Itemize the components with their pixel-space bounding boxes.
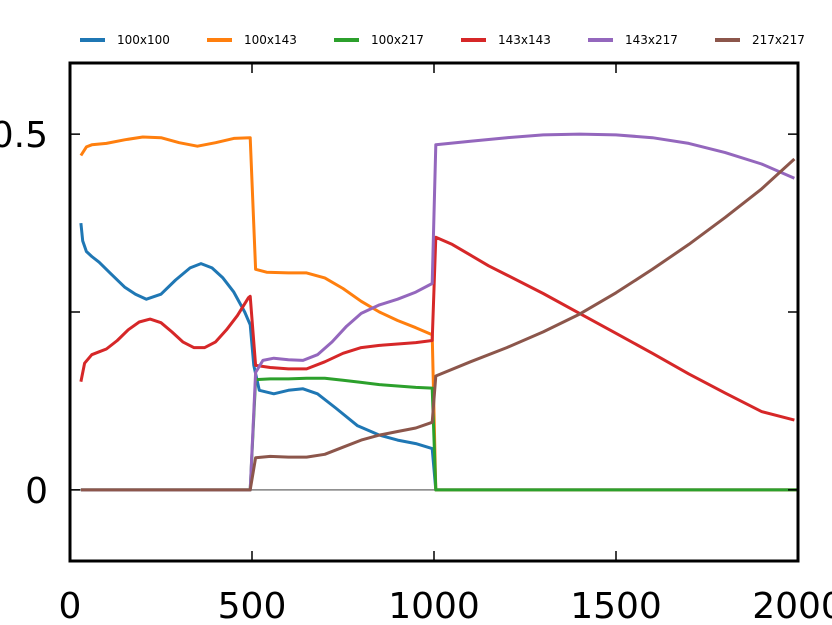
series-line-100x217 [80,376,798,492]
x-tick-label: 1000 [388,586,480,625]
legend-label: 143x217 [625,33,678,47]
legend-label: 143x143 [498,33,551,47]
series-line-217x217 [80,157,796,492]
y-tick-label: 0 [25,471,48,512]
legend-label: 100x100 [117,33,170,47]
series-line-100x143 [79,135,798,492]
series-line-143x143 [79,235,795,422]
x-tick-label: 1500 [570,586,662,625]
legend: 100x100 100x143 100x217 143x143 143x217 217x2… [80,33,805,47]
series-line-143x217 [80,132,795,492]
series-line-100x100 [79,222,798,492]
y-axis: 00.5 [0,115,798,512]
legend-label: 100x143 [244,33,297,47]
legend-label: 217x217 [752,33,805,47]
legend-label: 100x217 [371,33,424,47]
y-tick-label: 0.5 [0,115,48,156]
plot-area [68,61,800,563]
x-tick-label: 0 [59,586,82,625]
x-tick-label: 500 [218,586,287,625]
